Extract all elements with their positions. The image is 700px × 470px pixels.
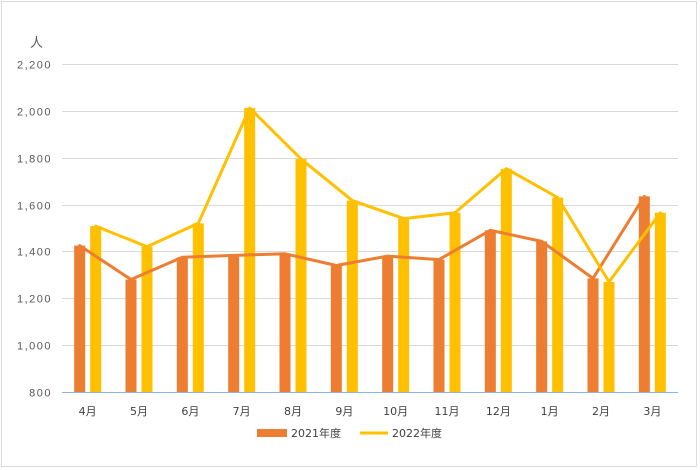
bar-2021年度 (638, 196, 650, 392)
legend-label-2021: 2021年度 (291, 426, 341, 440)
line-2022年度 (94, 106, 662, 284)
bar-2022年度 (295, 158, 307, 392)
x-tick-label: 10月 (383, 405, 408, 418)
bar-2021年度 (330, 265, 342, 392)
bar-2022年度 (141, 246, 153, 392)
bar-2022年度 (500, 168, 512, 392)
bar-2021年度 (433, 259, 445, 392)
bar-2021年度 (125, 279, 137, 392)
y-tick-label: 2,000 (17, 107, 52, 119)
bar-2022年度 (90, 226, 102, 392)
bar-2021年度 (484, 230, 496, 392)
y-tick-label: 1,400 (17, 247, 52, 259)
x-tick-label: 6月 (181, 405, 199, 418)
bar-2022年度 (398, 218, 410, 392)
bar-2021年度 (279, 253, 291, 392)
x-tick-label: 11月 (435, 405, 460, 418)
x-tick-label: 9月 (335, 405, 353, 418)
bar-2021年度 (587, 278, 599, 392)
bar-2021年度 (74, 245, 86, 392)
x-tick-label: 12月 (486, 405, 511, 418)
line-2021年度 (78, 194, 646, 281)
bar-2022年度 (552, 197, 564, 392)
bar-2022年度 (192, 223, 204, 392)
bar-2022年度 (449, 212, 461, 392)
x-tick-label: 8月 (284, 405, 302, 418)
y-tick-label: 2,200 (17, 60, 52, 72)
legend: 2021年度 2022年度 (257, 426, 442, 440)
x-axis-ticks: 4月 5月 6月 7月 8月 9月 10月 11月 12月 1月 2月 3月 (79, 405, 662, 418)
gridlines (62, 64, 678, 346)
y-unit-label: 人 (30, 36, 43, 51)
bar-2021年度 (176, 257, 188, 392)
legend-swatch-2021 (257, 429, 287, 437)
bar-2021年度 (536, 241, 548, 392)
bar-2022年度 (654, 212, 666, 392)
y-axis-ticks: 800 1,000 1,200 1,400 1,600 1,800 2,000 2,200 (17, 60, 52, 400)
series-lines (78, 106, 662, 284)
x-tick-label: 7月 (233, 405, 251, 418)
y-tick-label: 1,200 (17, 294, 52, 306)
bar-2022年度 (603, 281, 615, 392)
y-tick-label: 1,600 (17, 201, 52, 213)
bar-2021年度 (228, 255, 240, 392)
x-tick-label: 4月 (79, 405, 97, 418)
y-tick-label: 1,800 (17, 154, 52, 166)
y-tick-label: 1,000 (17, 341, 52, 353)
x-tick-label: 3月 (643, 405, 661, 418)
bars (74, 108, 666, 392)
bar-2022年度 (346, 200, 358, 392)
x-tick-label: 2月 (592, 405, 610, 418)
bar-2022年度 (244, 108, 256, 392)
x-tick-label: 5月 (130, 405, 148, 418)
legend-label-2022: 2022年度 (392, 426, 442, 440)
y-tick-label: 800 (29, 388, 52, 400)
bar-2021年度 (382, 256, 394, 392)
x-tick-label: 1月 (541, 405, 559, 418)
